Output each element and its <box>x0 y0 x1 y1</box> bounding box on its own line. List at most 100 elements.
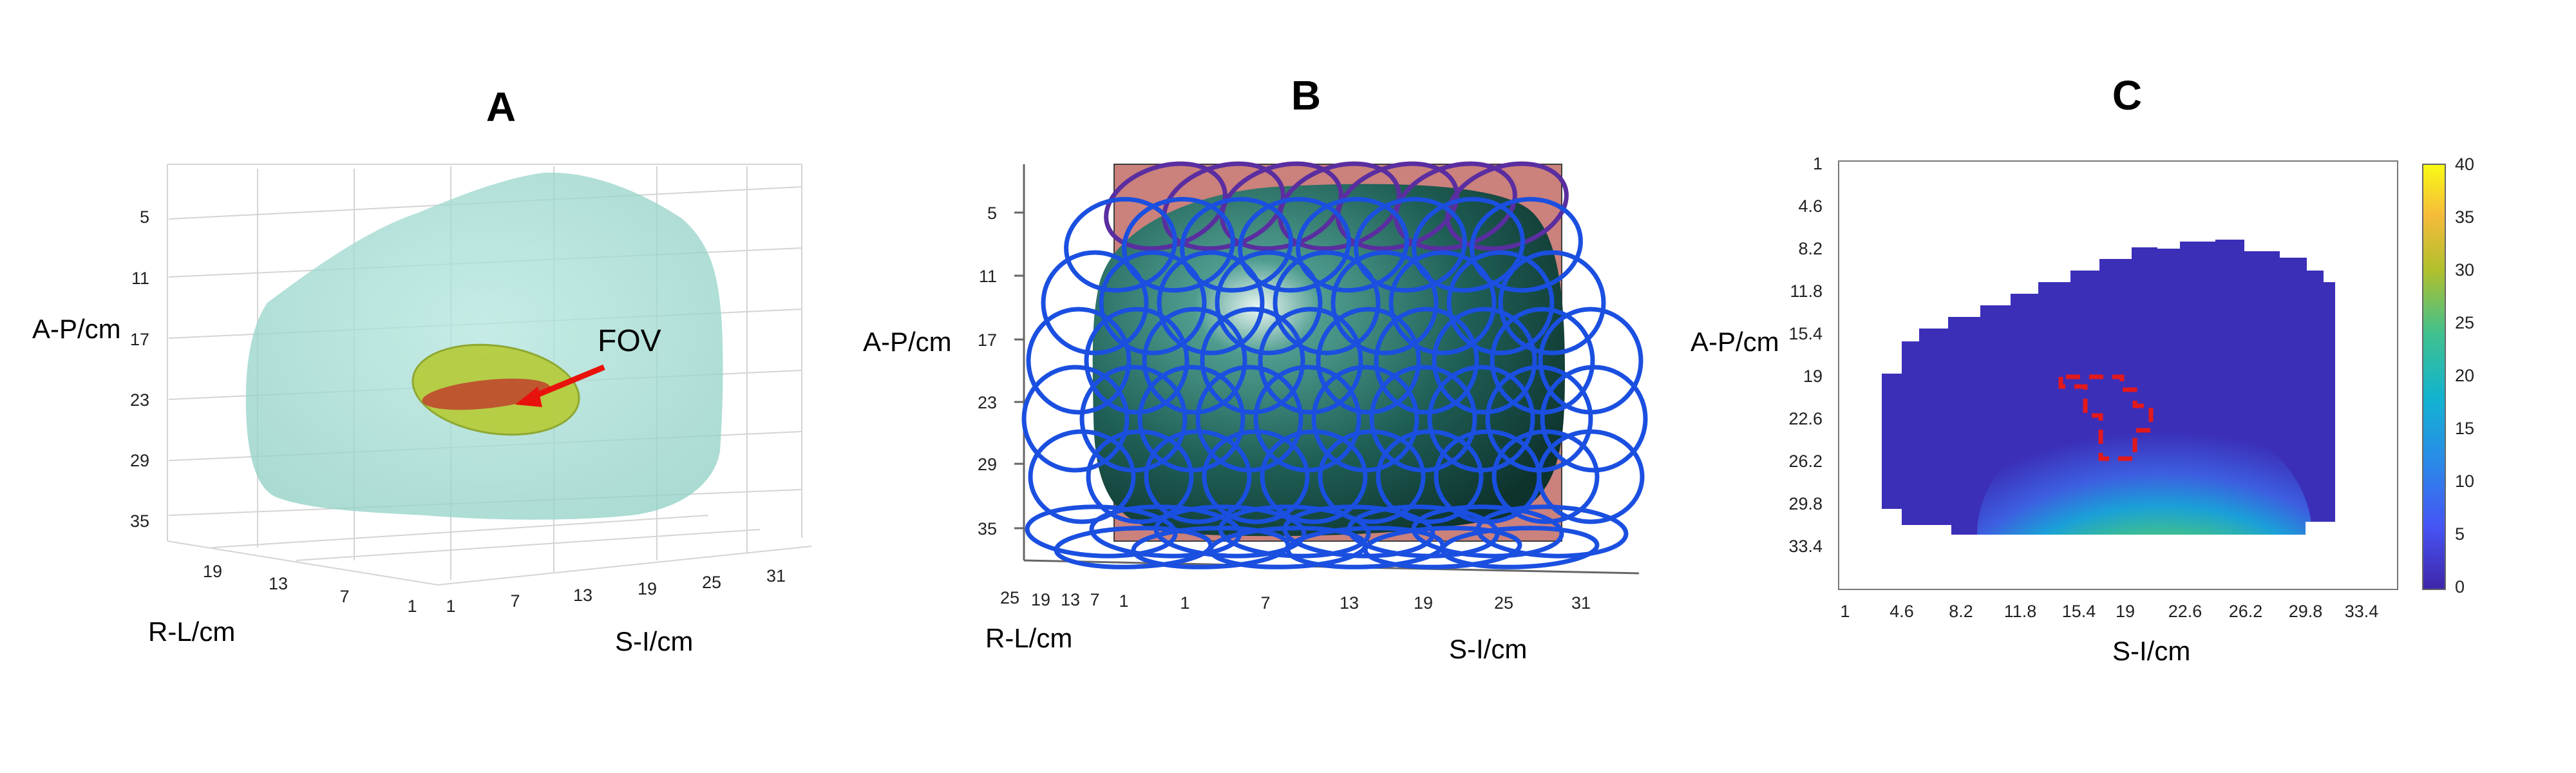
coil-loop <box>1026 307 1132 415</box>
panel-a-ztick: 19 <box>203 562 222 581</box>
coil-loop <box>1215 250 1323 356</box>
panel-c-ytick: 26.2 <box>1788 452 1823 471</box>
panel-b-ytick: 35 <box>978 519 997 539</box>
panel-c-xtick: 11.8 <box>2004 602 2037 621</box>
panel-a-xtick: 25 <box>702 573 721 592</box>
coil-loop <box>1376 429 1484 524</box>
panel-b-ytick: 11 <box>979 267 997 286</box>
coil-loop <box>1388 250 1497 356</box>
coil-loop <box>1260 429 1368 524</box>
panel-b-ztick: 7 <box>1090 590 1099 609</box>
panel-c-xtick: 8.2 <box>1949 602 1973 621</box>
panel-a-title: A <box>486 84 516 130</box>
coil-loop <box>1180 196 1293 293</box>
panel-a-fov-ellipsoid <box>412 343 580 436</box>
panel-c-xtick: 1 <box>1840 602 1850 621</box>
panel-c-xtick: 4.6 <box>1889 602 1914 621</box>
panel-b-ztick: 13 <box>1061 590 1080 609</box>
coil-loop <box>1296 196 1409 293</box>
panel-b-x-axis-label: S-I/cm <box>1449 634 1527 664</box>
coil-loop <box>1144 429 1252 524</box>
coil-loop <box>1273 250 1381 356</box>
panel-c-cbar-tick: 25 <box>2455 313 2474 332</box>
panel-b-ztick: 19 <box>1031 590 1050 609</box>
panel-c-ytick: 4.6 <box>1798 196 1823 216</box>
panel-a: A <box>32 84 812 656</box>
coil-loop <box>1363 526 1522 569</box>
coil-loop <box>1374 307 1479 415</box>
coil-loop <box>1445 161 1569 251</box>
panel-a-x-ticks: 1 7 13 19 25 31 <box>446 566 786 616</box>
panel-c-xtick: 15.4 <box>2062 602 2096 621</box>
coil-loop <box>1028 429 1136 524</box>
coil-loop <box>1470 196 1583 293</box>
panel-c-ytick: 33.4 <box>1788 537 1823 556</box>
panel-a-fov-arrow <box>515 364 605 407</box>
coil-loop <box>1200 307 1305 415</box>
panel-a-ytick: 5 <box>140 207 149 227</box>
panel-a-ztick: 13 <box>269 574 288 593</box>
panel-a-z-ticks: 19 13 7 1 <box>203 562 417 616</box>
panel-b-ytick: 5 <box>987 204 997 223</box>
coil-loop <box>1162 161 1285 251</box>
panel-a-fov-label: FOV <box>598 324 661 358</box>
panel-c-cbar-tick: 40 <box>2455 155 2474 174</box>
panel-c-cbar-tick: 20 <box>2455 366 2474 385</box>
panel-c-ytick: 29.8 <box>1788 494 1823 513</box>
panel-c-ytick: 15.4 <box>1788 324 1823 343</box>
panel-c-xtick: 33.4 <box>2345 602 2379 621</box>
panel-c-cbar-tick: 15 <box>2455 419 2474 438</box>
panel-b-xtick: 19 <box>1414 593 1433 613</box>
panel-b-xtick: 7 <box>1260 593 1270 613</box>
panel-a-x-axis-label: S-I/cm <box>615 626 693 656</box>
panel-c-xtick: 29.8 <box>2289 602 2323 621</box>
panel-a-xtick: 31 <box>766 566 786 586</box>
panel-c-xtick: 26.2 <box>2229 602 2263 621</box>
panel-a-ytick: 11 <box>131 269 149 288</box>
coil-loop <box>1086 429 1194 524</box>
coil-loop <box>1318 429 1426 524</box>
coil-loop <box>1025 504 1178 558</box>
coil-loop <box>1142 307 1247 415</box>
panel-c-ytick: 8.2 <box>1798 239 1823 258</box>
panel-c-ytick: 11.8 <box>1790 282 1823 301</box>
coil-loop <box>1412 196 1525 293</box>
panel-c: C 1 4.6 8.2 11.8 15.4 19 22.6 26.2 29.8 … <box>1690 72 2474 666</box>
panel-b-title: B <box>1291 72 1321 119</box>
coil-loop <box>1354 196 1467 293</box>
panel-c-ytick: 22.6 <box>1788 409 1823 428</box>
coil-loop <box>1220 161 1343 251</box>
coil-loop <box>1258 307 1363 415</box>
panel-c-roi-outline <box>2058 374 2154 461</box>
coil-loop <box>1540 365 1648 473</box>
panel-b-z-ticks: 25 19 13 7 1 <box>1000 588 1129 611</box>
panel-c-colorbar-ticks: 40 35 30 25 20 15 10 5 0 <box>2455 155 2474 596</box>
coil-loop <box>1498 250 1606 356</box>
panel-a-z-axis-label: R-L/cm <box>148 616 235 647</box>
panel-b-ztick: 25 <box>1000 588 1019 607</box>
panel-b-ytick: 29 <box>978 455 997 474</box>
coil-loop <box>1122 196 1235 293</box>
panel-b: B 5 11 17 23 29 35 A-P/cm 25 <box>863 72 1648 664</box>
coil-loop <box>1336 161 1459 251</box>
panel-a-y-axis-label: A-P/cm <box>32 314 121 344</box>
panel-b-coils <box>1021 161 1648 569</box>
coil-loop <box>1099 250 1207 356</box>
coil-loop <box>1537 429 1645 524</box>
panel-b-xtick: 31 <box>1571 593 1591 613</box>
coil-loop <box>1041 250 1149 356</box>
panel-c-y-axis-label: A-P/cm <box>1690 327 1779 357</box>
panel-a-ztick: 7 <box>339 587 349 606</box>
panel-a-ytick: 29 <box>130 451 149 470</box>
coil-loop <box>1492 429 1600 524</box>
panel-a-xtick: 13 <box>573 586 592 605</box>
coil-loop <box>1446 250 1555 356</box>
panel-b-xtick: 1 <box>1180 593 1189 613</box>
coil-loop <box>1432 307 1537 415</box>
panel-b-z-axis-label: R-L/cm <box>985 623 1072 653</box>
panel-b-xtick: 13 <box>1340 593 1359 613</box>
panel-c-x-ticks: 1 4.6 8.2 11.8 15.4 19 22.6 26.2 29.8 33… <box>1840 602 2378 621</box>
coil-loop <box>1157 250 1265 356</box>
coil-loop <box>1316 307 1421 415</box>
